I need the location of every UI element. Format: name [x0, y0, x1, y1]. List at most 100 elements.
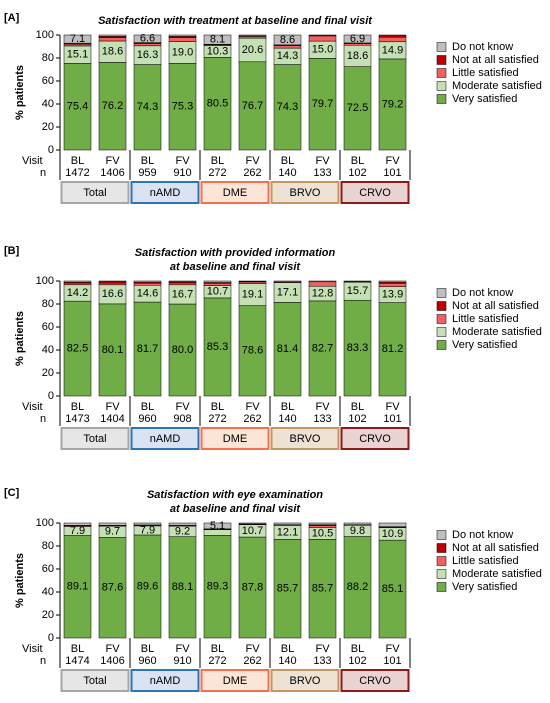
x-tick-label: BL	[71, 643, 84, 655]
data-label: 89.3	[207, 581, 228, 593]
data-label: 74.3	[137, 101, 158, 113]
x-tick-label: BL	[281, 401, 294, 413]
data-label: 9.7	[105, 526, 120, 538]
legend-swatch	[436, 55, 447, 65]
data-label: 10.9	[382, 528, 403, 540]
n-label: 262	[243, 655, 261, 667]
bar-segment	[273, 34, 302, 46]
n-label: 272	[208, 167, 226, 179]
group-label: Total	[83, 187, 106, 199]
group-label: nAMD	[150, 187, 181, 199]
group-label: BRVO	[290, 187, 321, 199]
group-label: DME	[223, 187, 247, 199]
n-label: 102	[348, 167, 366, 179]
data-label: 14.2	[67, 287, 88, 299]
data-label: 75.3	[172, 101, 193, 113]
data-label: 15.1	[67, 49, 88, 61]
bar-segment	[98, 62, 127, 151]
y-tick-label: 40	[42, 586, 54, 598]
row-label: Visit	[22, 155, 43, 167]
bar-segment	[203, 283, 232, 286]
legend-swatch	[436, 301, 447, 311]
n-label: 140	[278, 167, 296, 179]
data-label: 72.5	[347, 102, 368, 114]
bar-segment	[273, 45, 302, 49]
x-tick-label: FV	[315, 643, 330, 655]
bar-segment	[168, 37, 197, 42]
y-tick-label: 0	[48, 144, 54, 156]
data-label: 5.1	[210, 520, 225, 532]
data-label: 88.2	[347, 581, 368, 593]
data-label: 16.7	[172, 288, 193, 300]
n-label: 262	[243, 167, 261, 179]
legend-label: Little satisfied	[452, 313, 519, 325]
data-label: 7.9	[140, 524, 155, 536]
bar-segment	[238, 61, 267, 151]
group-box	[200, 427, 270, 450]
data-label: 8.6	[280, 34, 295, 46]
group-box	[270, 669, 340, 692]
x-tick-label: BL	[71, 401, 84, 413]
data-label: 85.7	[277, 583, 298, 595]
data-label: 87.8	[242, 581, 263, 593]
n-label: 1404	[100, 413, 124, 425]
x-tick-label: BL	[211, 155, 224, 167]
y-tick-label: 0	[48, 632, 54, 644]
bar-segment	[378, 539, 407, 639]
group-label: DME	[223, 433, 247, 445]
legend-swatch	[436, 68, 447, 78]
bar-segment	[308, 281, 337, 287]
bar-segment	[98, 37, 127, 42]
legend-label: Moderate satisfied	[452, 568, 542, 580]
x-tick-label: BL	[281, 643, 294, 655]
bar-segment	[133, 534, 162, 639]
panel-label: [B]	[4, 245, 20, 257]
bar-segment	[273, 522, 302, 525]
data-label: 16.6	[102, 288, 123, 300]
y-tick-label: 100	[36, 275, 54, 287]
bar-segment	[378, 522, 407, 527]
data-label: 20.6	[242, 44, 263, 56]
x-tick-label: FV	[105, 155, 120, 167]
legend-label: Do not know	[452, 287, 513, 299]
bar-segment	[273, 302, 302, 397]
bar-segment	[133, 301, 162, 397]
bar-segment	[238, 281, 267, 284]
legend-swatch	[436, 569, 447, 579]
bar-segment	[203, 280, 232, 283]
bar-segment	[308, 525, 337, 528]
bar-segment	[378, 302, 407, 397]
data-label: 6.9	[350, 33, 365, 45]
data-label: 76.2	[102, 100, 123, 112]
n-label: 272	[208, 413, 226, 425]
data-label: 14.6	[137, 288, 158, 300]
bar-segment	[63, 522, 92, 526]
group-label: CRVO	[359, 433, 391, 445]
bar-segment	[203, 57, 232, 151]
data-label: 6.6	[140, 33, 155, 45]
bar-segment	[308, 280, 337, 283]
bar-segment	[98, 537, 127, 639]
data-label: 85.1	[382, 583, 403, 595]
bar-segment	[63, 280, 92, 283]
data-label: 12.8	[312, 287, 333, 299]
data-label: 82.5	[67, 342, 88, 354]
y-tick-label: 0	[48, 390, 54, 402]
legend-swatch	[436, 543, 447, 553]
data-label: 82.7	[312, 342, 333, 354]
bar-segment	[168, 63, 197, 151]
bar-segment	[343, 522, 372, 525]
bar-segment	[168, 522, 197, 526]
bar-segment	[238, 305, 267, 397]
y-tick-label: 100	[36, 29, 54, 41]
n-label: 133	[313, 167, 331, 179]
data-label: 10.7	[207, 286, 228, 298]
n-label: 272	[208, 655, 226, 667]
data-label: 15.7	[347, 285, 368, 297]
group-label: Total	[83, 433, 106, 445]
y-tick-label: 20	[42, 367, 54, 379]
bar-segment	[343, 299, 372, 397]
group-box	[60, 669, 130, 692]
bar-segment	[168, 536, 197, 639]
y-tick-label: 60	[42, 75, 54, 87]
